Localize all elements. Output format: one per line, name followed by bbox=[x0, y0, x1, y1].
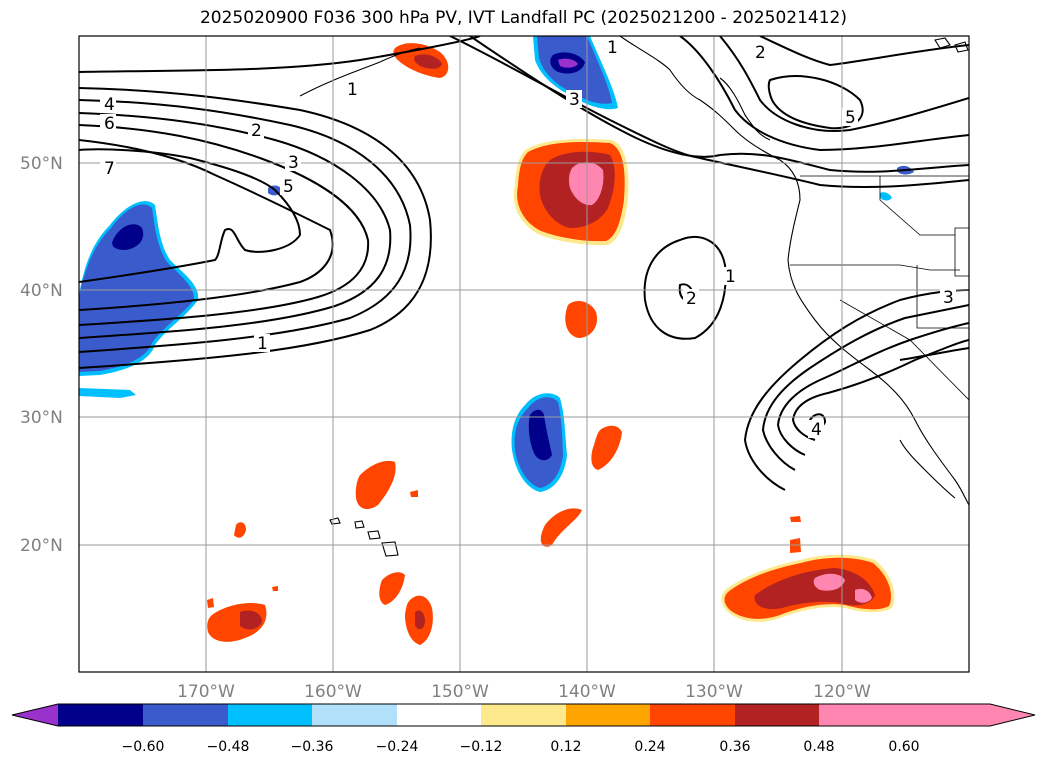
map-frame bbox=[78, 35, 970, 673]
colorbar-segment bbox=[566, 704, 650, 726]
colorbar-segment bbox=[143, 704, 228, 726]
lat-tick: 40°N bbox=[20, 281, 63, 301]
colorbar-extend-low bbox=[12, 704, 58, 726]
lon-tick: 140°W bbox=[558, 682, 616, 702]
colorbar-tick: −0.36 bbox=[291, 739, 334, 755]
contour-label: 1 bbox=[725, 267, 736, 287]
contour-label: 7 bbox=[104, 159, 115, 179]
colorbar-tick: 0.60 bbox=[888, 739, 919, 755]
colorbar-segment bbox=[228, 704, 312, 726]
lon-tick: 120°W bbox=[813, 682, 871, 702]
colorbar-tick: −0.24 bbox=[376, 739, 419, 755]
colorbar-segment bbox=[735, 704, 819, 726]
contour-label: 4 bbox=[104, 95, 115, 115]
colorbar-segment bbox=[58, 704, 143, 726]
positive-anomaly-shading bbox=[207, 43, 895, 645]
contour-label: 1 bbox=[347, 80, 358, 100]
contour-label: 2 bbox=[251, 121, 262, 141]
colorbar-tick: −0.48 bbox=[207, 739, 250, 755]
colorbar-extend-high bbox=[904, 704, 1035, 726]
colorbar-segment bbox=[819, 704, 904, 726]
political-borders bbox=[790, 175, 969, 401]
contour-label: 3 bbox=[288, 153, 299, 173]
contour-label: 4 bbox=[811, 420, 822, 440]
contour-label: 2 bbox=[755, 43, 766, 63]
map-plot-area: 4 6 7 2 3 5 1 1 3 1 2 5 1 2 bbox=[79, 36, 969, 672]
coastlines bbox=[299, 36, 969, 557]
colorbar-tick: 0.12 bbox=[550, 739, 581, 755]
lon-tick: 150°W bbox=[431, 682, 489, 702]
contour-label: 5 bbox=[283, 177, 294, 197]
colorbar-segment bbox=[650, 704, 735, 726]
colorbar-tick: −0.60 bbox=[122, 739, 165, 755]
contour-labels: 4 6 7 2 3 5 1 1 3 1 2 5 1 2 bbox=[100, 38, 956, 440]
lat-tick: 30°N bbox=[20, 408, 63, 428]
latitude-tick-labels: 50°N 40°N 30°N 20°N bbox=[20, 154, 63, 556]
contour-label: 6 bbox=[104, 114, 115, 134]
colorbar-outline bbox=[11, 703, 1036, 727]
contour-label: 1 bbox=[607, 38, 618, 58]
map-gridlines bbox=[79, 36, 969, 672]
colorbar-segment bbox=[312, 704, 397, 726]
lat-tick: 50°N bbox=[20, 154, 63, 174]
colorbar-tick: 0.36 bbox=[719, 739, 750, 755]
colorbar-segment bbox=[481, 704, 566, 726]
contour-label: 2 bbox=[686, 289, 697, 309]
contour-label: 3 bbox=[943, 288, 954, 308]
contour-label: 1 bbox=[257, 334, 268, 354]
lat-tick: 20°N bbox=[20, 536, 63, 556]
colorbar-tick: 0.48 bbox=[803, 739, 834, 755]
lon-tick: 170°W bbox=[177, 682, 235, 702]
contour-label: 5 bbox=[845, 108, 856, 128]
lon-tick: 160°W bbox=[304, 682, 362, 702]
colorbar: −0.60 −0.48 −0.36 −0.24 −0.12 0.12 0.24 … bbox=[11, 703, 1036, 755]
negative-anomaly-shading bbox=[79, 36, 914, 492]
longitude-tick-labels: 170°W 160°W 150°W 140°W 130°W 120°W bbox=[177, 682, 871, 702]
lon-tick: 130°W bbox=[685, 682, 743, 702]
colorbar-tick: −0.12 bbox=[460, 739, 503, 755]
colorbar-tick: 0.24 bbox=[634, 739, 665, 755]
map-title: 2025020900 F036 300 hPa PV, IVT Landfall… bbox=[199, 8, 847, 28]
contour-label: 3 bbox=[569, 90, 580, 110]
colorbar-segment bbox=[397, 704, 481, 726]
